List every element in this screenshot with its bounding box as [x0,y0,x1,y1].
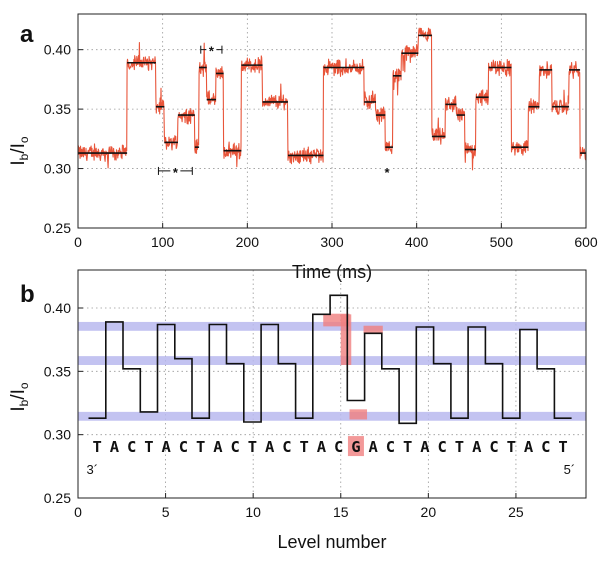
panel-b-grid [78,270,586,498]
svg-text:Ib/Io: Ib/Io [8,136,31,166]
mismatch-highlight [349,409,368,420]
sequence-base: A [161,438,171,456]
y-tick-label: 0.35 [44,101,71,117]
mismatch-highlight [363,325,383,334]
sequence-base: A [265,438,275,456]
level-band [78,356,586,365]
annotation-backdrop [206,42,217,57]
annotation-backdrop [382,163,393,178]
annotation-asterisk: * [209,44,215,59]
sequence-base: T [300,438,309,456]
sequence-base: A [369,438,379,456]
panel-a-annotations: * * * [157,42,393,180]
sequence-3prime-label: 3´ [87,462,99,477]
x-tick-label: 5 [162,504,170,520]
sequence-5prime-label: 5´ [564,462,576,477]
x-tick-label: 20 [421,504,437,520]
sequence-base: C [127,438,136,456]
y-tick-label: 0.30 [44,427,71,443]
sequence-base: A [524,438,534,456]
y-tick-label: 0.35 [44,363,71,379]
y-tick-label: 0.40 [44,42,71,58]
annotation-asterisk: * [385,165,391,180]
panel-b-highlights [323,313,383,420]
sequence-base: C [231,438,240,456]
y-tick-label: 0.40 [44,300,71,316]
panel-a-trace [77,27,587,171]
level-band [78,411,586,421]
panel-a-axes-frame [77,13,587,229]
panel-b-levels [88,294,572,425]
x-tick-label: 400 [405,234,429,250]
x-tick-label: 100 [151,234,175,250]
sequence-base: C [541,438,550,456]
sequence-base: A [110,438,120,456]
panel-b-ticks: 0 5 10 15 20 25 0.25 0.30 0.35 0.40 [44,300,524,520]
svg-text:Ib/Io: Ib/Io [8,382,31,412]
sequence-base: C [282,438,291,456]
sequence-base: A [420,438,430,456]
sequence-base: T [144,438,153,456]
x-tick-label: 200 [236,234,260,250]
x-tick-label: 0 [74,504,82,520]
panel-b-bands [78,321,586,421]
mismatch-highlight [340,314,352,365]
sequence-base: C [334,438,343,456]
x-tick-label: 600 [574,234,598,250]
panel-a-grid [78,14,586,228]
sequence-base: A [472,438,482,456]
sequence-base: C [438,438,447,456]
current-trace [77,27,587,171]
sequence-base: G [351,438,360,456]
annotation-asterisk: * [173,165,179,180]
x-tick-label: 25 [508,504,524,520]
x-tick-label: 10 [245,504,261,520]
sequence-base: T [196,438,205,456]
sequence-base: T [403,438,412,456]
mismatch-base-highlight [347,436,364,457]
sequence-base: T [248,438,257,456]
sequence-base: T [455,438,464,456]
panel-b-label: b [20,281,35,308]
panel-a-levels [78,34,586,157]
y-tick-label: 0.25 [44,220,71,236]
panel-b-y-axis-label: Ib/Io [8,382,31,412]
sequence-base: C [179,438,188,456]
x-tick-label: 300 [320,234,344,250]
sequence-base: C [386,438,395,456]
sequence-base: T [92,438,101,456]
level-staircase [88,294,572,425]
sequence-base: C [489,438,498,456]
sequence-base: T [558,438,567,456]
sequence-base: A [213,438,223,456]
panel-b-x-axis-label: Level number [277,532,386,552]
y-tick-label: 0.25 [44,490,71,506]
panel-a-label: a [20,21,34,48]
panel-b-axes-frame [77,269,587,499]
x-tick-label: 15 [333,504,349,520]
x-tick-label: 0 [74,234,82,250]
sequence-base: T [507,438,516,456]
y-tick-label: 0.30 [44,161,71,177]
panel-a-x-axis-label: Time (ms) [292,262,372,282]
sequence-base: A [317,438,327,456]
panel-a-ticks: 0 100 200 300 400 500 600 0.25 0.30 0.35 0.40 [44,42,598,250]
panel-a-y-axis-label: Ib/Io [8,136,31,166]
annotation-backdrop [170,163,181,178]
x-tick-label: 500 [490,234,514,250]
